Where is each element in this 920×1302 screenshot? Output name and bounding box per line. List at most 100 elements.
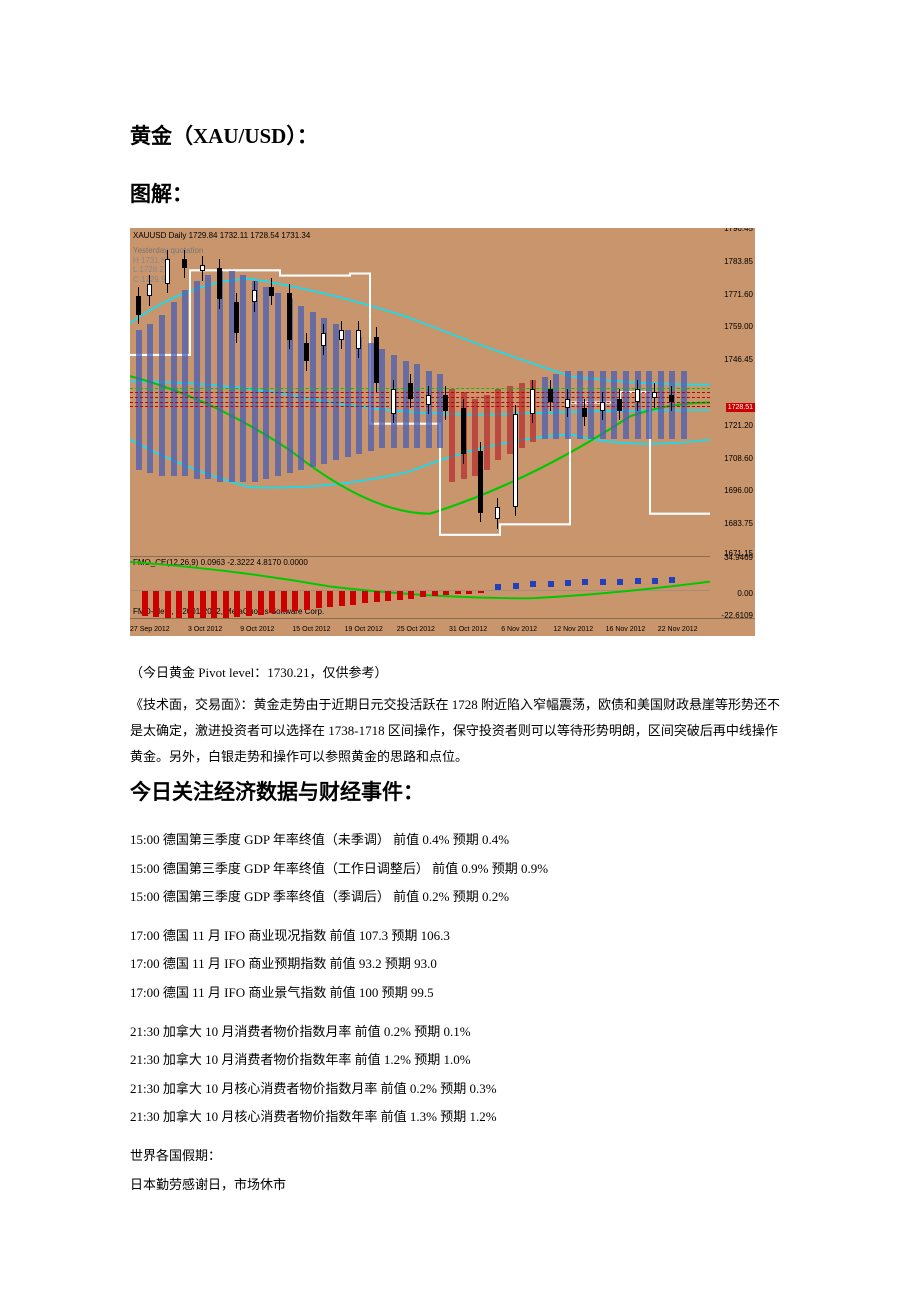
blue-stripe <box>310 312 316 467</box>
blue-stripe <box>136 330 142 470</box>
x-axis-label: 31 Oct 2012 <box>449 626 487 633</box>
indicator-red-bar <box>200 591 206 620</box>
blue-stripe <box>379 349 385 448</box>
indicator-red-bar <box>176 591 182 619</box>
events-group-1: 15:00 德国第三季度 GDP 年率终值（未季调） 前值 0.4% 预期 0.… <box>130 826 790 912</box>
blue-stripe <box>252 281 258 483</box>
candle <box>652 392 657 398</box>
candle <box>234 302 239 333</box>
indicator-blue-square <box>635 578 641 584</box>
pivot-note: （今日黄金 Pivot level：1730.21，仅供参考） <box>130 660 790 686</box>
candle <box>391 389 396 414</box>
event-item: 21:30 加拿大 10 月核心消费者物价指数年率 前值 1.3% 预期 1.2… <box>130 1103 790 1132</box>
y-axis-label: 1783.85 <box>724 257 753 266</box>
indicator-blue-square <box>565 580 571 586</box>
blue-stripe <box>681 371 687 439</box>
candle <box>513 414 518 507</box>
y-axis-label: 1708.60 <box>724 454 753 463</box>
indicator-blue-square <box>600 579 606 585</box>
indicator-blue-square <box>548 581 554 587</box>
horizontal-level <box>130 388 710 389</box>
indicator-blue-square <box>495 584 501 590</box>
blue-stripe <box>635 371 641 439</box>
candle <box>600 402 605 411</box>
events-group-3: 21:30 加拿大 10 月消费者物价指数月率 前值 0.2% 预期 0.1%2… <box>130 1018 790 1132</box>
indicator-red-bar <box>316 591 322 608</box>
horizontal-level <box>130 402 710 403</box>
blue-stripe <box>356 337 362 455</box>
horizontal-level <box>130 392 710 393</box>
blue-stripe <box>542 377 548 439</box>
horizontal-level <box>130 406 710 407</box>
event-item: 17:00 德国 11 月 IFO 商业景气指数 前值 100 预期 99.5 <box>130 979 790 1008</box>
current-price-marker: 1728.51 <box>726 403 755 412</box>
indicator-red-bar <box>408 591 414 598</box>
indicator-red-bar <box>362 591 368 603</box>
event-item: 21:30 加拿大 10 月核心消费者物价指数月率 前值 0.2% 预期 0.3… <box>130 1075 790 1104</box>
indicator-red-bar <box>466 591 472 593</box>
indicator-red-bar <box>339 591 345 606</box>
indicator-blue-square <box>530 581 536 587</box>
y-axis-label: 1796.45 <box>724 228 753 233</box>
candle <box>217 268 222 299</box>
blue-stripe <box>217 271 223 482</box>
blue-stripe <box>623 371 629 439</box>
indicator-red-bar <box>246 591 252 616</box>
x-axis-label: 12 Nov 2012 <box>553 626 593 633</box>
blue-stripe <box>345 330 351 457</box>
blue-stripe <box>205 275 211 480</box>
blue-stripe <box>263 287 269 479</box>
indicator-blue-square <box>617 579 623 585</box>
event-item: 17:00 德国 11 月 IFO 商业预期指数 前值 93.2 预期 93.0 <box>130 950 790 979</box>
indicator-red-bar <box>432 591 438 596</box>
red-stripe <box>449 389 455 482</box>
event-item: 21:30 加拿大 10 月消费者物价指数年率 前值 1.2% 预期 1.0% <box>130 1046 790 1075</box>
candle <box>495 507 500 519</box>
blue-stripe <box>159 315 165 476</box>
candle <box>269 287 274 296</box>
holidays-text: 日本勤劳感谢日，市场休市 <box>130 1171 790 1200</box>
candle <box>478 451 483 513</box>
x-axis-label: 25 Oct 2012 <box>397 626 435 633</box>
y-axis-label: 1683.75 <box>724 519 753 528</box>
y-axis-label: 1746.45 <box>724 355 753 364</box>
indicator-blue-square <box>582 579 588 585</box>
candle <box>339 330 344 339</box>
x-axis-label: 15 Oct 2012 <box>292 626 330 633</box>
indicator-red-bar <box>153 591 159 617</box>
red-stripe <box>495 389 501 460</box>
indicator-red-bar <box>350 591 356 605</box>
event-item: 15:00 德国第三季度 GDP 年率终值（工作日调整后） 前值 0.9% 预期… <box>130 855 790 884</box>
indicator-red-bar <box>455 591 461 594</box>
blue-stripe <box>194 281 200 479</box>
candle <box>635 389 640 401</box>
indicator-blue-square <box>669 577 675 583</box>
candle <box>147 284 152 296</box>
indicator-red-bar <box>420 591 426 597</box>
event-item: 17:00 德国 11 月 IFO 商业现况指数 前值 107.3 预期 106… <box>130 922 790 951</box>
candle <box>252 290 257 302</box>
event-item: 15:00 德国第三季度 GDP 年率终值（未季调） 前值 0.4% 预期 0.… <box>130 826 790 855</box>
indicator-red-bar <box>443 591 449 595</box>
x-axis-label: 16 Nov 2012 <box>606 626 646 633</box>
chart-main-area: XAUUSD Daily 1729.84 1732.11 1728.54 173… <box>130 228 710 556</box>
candle <box>165 259 170 284</box>
xauusd-chart: XAUUSD Daily 1729.84 1732.11 1728.54 173… <box>130 228 755 636</box>
candle <box>548 389 553 401</box>
heading-events: 今日关注经济数据与财经事件： <box>130 776 790 806</box>
indicator-red-bar <box>374 591 380 602</box>
indicator-red-bar <box>327 591 333 607</box>
candle <box>287 293 292 340</box>
event-item: 15:00 德国第三季度 GDP 季率终值（季调后） 前值 0.2% 预期 0.… <box>130 883 790 912</box>
indicator-red-bar <box>223 591 229 618</box>
indicator-red-bar <box>258 591 264 615</box>
indicator-red-bar <box>292 591 298 611</box>
candle <box>461 408 466 455</box>
blue-stripe <box>171 302 177 476</box>
blue-stripe <box>147 324 153 473</box>
indicator-y-label: 0.00 <box>737 589 753 598</box>
candle <box>374 337 379 384</box>
candle <box>530 389 535 414</box>
holidays-label: 世界各国假期： <box>130 1142 790 1171</box>
event-item: 21:30 加拿大 10 月消费者物价指数月率 前值 0.2% 预期 0.1% <box>130 1018 790 1047</box>
